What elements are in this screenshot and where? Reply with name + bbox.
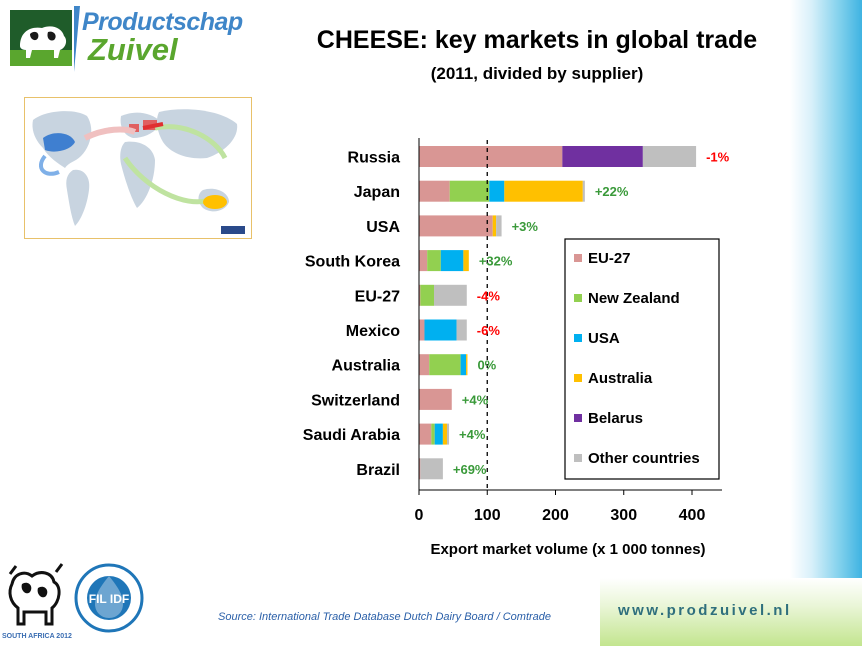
category-label: Mexico	[346, 323, 400, 340]
bar-segment	[431, 423, 435, 445]
growth-label: -6%	[477, 323, 501, 338]
bar-segment	[420, 458, 443, 480]
bar-segment	[642, 146, 697, 167]
bar-segment	[456, 319, 467, 341]
category-label: Switzerland	[311, 392, 400, 409]
legend-swatch	[574, 454, 582, 462]
x-tick-label: 100	[474, 507, 501, 524]
bar-segment	[492, 215, 497, 237]
x-tick-label: 300	[610, 507, 637, 524]
world-trade-map	[24, 97, 252, 239]
category-label: EU-27	[355, 288, 400, 305]
bar-segment	[449, 180, 490, 202]
legend-swatch	[574, 294, 582, 302]
fil-idf-text: FIL IDF	[89, 592, 129, 606]
bar-segment	[419, 215, 493, 237]
category-label: USA	[366, 219, 400, 236]
legend-swatch	[574, 334, 582, 342]
productschap-cow-logo	[10, 6, 80, 72]
bar-segment	[419, 423, 432, 445]
chart-legend: EU-27 New Zealand USA Australia Belarus Other…	[564, 238, 720, 480]
world-dairy-summit-cow-logo	[8, 563, 64, 626]
bar-segment	[562, 146, 643, 167]
category-label: Japan	[354, 184, 400, 201]
legend-label: EU-27	[588, 250, 631, 267]
page-title: CHEESE: key markets in global trade	[316, 26, 758, 54]
bar-segment	[419, 250, 428, 272]
bar-segment	[420, 284, 435, 306]
legend-label: Australia	[588, 370, 653, 387]
event-caption: SOUTH AFRICA 2012	[2, 633, 72, 640]
bar-segment	[419, 180, 450, 202]
legend-swatch	[574, 414, 582, 422]
category-label: Brazil	[356, 462, 400, 479]
legend-label: USA	[588, 330, 620, 347]
brand-name-line2: Zuivel	[88, 32, 178, 67]
website-link[interactable]: www.prodzuivel.nl	[618, 602, 792, 619]
growth-labels: -1% +22% +3% +32% -4% -6% 0% +4% +4% +69%	[453, 150, 730, 477]
x-axis-label: Export market volume (x 1 000 tonnes)	[430, 541, 705, 558]
category-label: Australia	[332, 358, 401, 375]
bar-segment	[466, 354, 468, 376]
growth-label: +22%	[595, 184, 629, 199]
bar-segment	[496, 215, 502, 237]
bar-segment	[446, 423, 450, 445]
bar-segment	[440, 250, 464, 272]
legend-label: New Zealand	[588, 290, 680, 307]
growth-label: -1%	[706, 150, 730, 165]
fil-idf-logo: FIL IDF	[74, 563, 144, 633]
category-label: Saudi Arabia	[303, 427, 400, 444]
bar-segment	[419, 458, 421, 480]
bar-segment	[442, 423, 447, 445]
bar-segment	[419, 319, 425, 341]
bar-segment	[419, 354, 430, 376]
x-axis-ticks: 0 100 200 300 400	[415, 490, 706, 524]
bar-segment	[582, 180, 585, 202]
legend-swatch	[574, 374, 582, 382]
category-label: South Korea	[305, 254, 400, 271]
legend-label: Other countries	[588, 450, 700, 467]
bar-segment	[424, 319, 457, 341]
growth-label: +4%	[459, 427, 486, 442]
bar-segment	[489, 180, 505, 202]
source-note: Source: International Trade Database Dut…	[218, 611, 552, 623]
bar-segment	[419, 284, 421, 306]
bar-segment	[460, 354, 467, 376]
x-tick-label: 200	[542, 507, 569, 524]
bar-segment	[463, 250, 469, 272]
growth-label: 0%	[477, 358, 496, 373]
bar-segment	[419, 146, 563, 167]
bar-segment	[419, 388, 452, 410]
x-tick-label: 400	[679, 507, 706, 524]
bar-segment	[434, 284, 467, 306]
legend-label: Belarus	[588, 410, 643, 427]
x-tick-label: 0	[415, 507, 424, 524]
growth-label: +3%	[512, 219, 539, 234]
growth-label: +4%	[462, 392, 489, 407]
growth-label: +32%	[479, 254, 513, 269]
legend-swatch	[574, 254, 582, 262]
category-labels: Russia Japan USA South Korea EU-27 Mexico Aust…	[303, 150, 401, 479]
chart-bars	[419, 146, 697, 480]
category-label: Russia	[348, 150, 401, 167]
brand-name-line1: Productschap	[82, 8, 243, 36]
legend-box	[564, 238, 720, 480]
page-subtitle: (2011, divided by supplier)	[430, 64, 644, 83]
growth-label: -4%	[477, 288, 501, 303]
bar-segment	[429, 354, 461, 376]
decorative-blue-band	[790, 0, 862, 646]
bar-segment	[504, 180, 583, 202]
bar-segment	[427, 250, 441, 272]
decorative-green-band	[600, 578, 862, 646]
bar-segment	[434, 423, 443, 445]
growth-label: +69%	[453, 462, 487, 477]
